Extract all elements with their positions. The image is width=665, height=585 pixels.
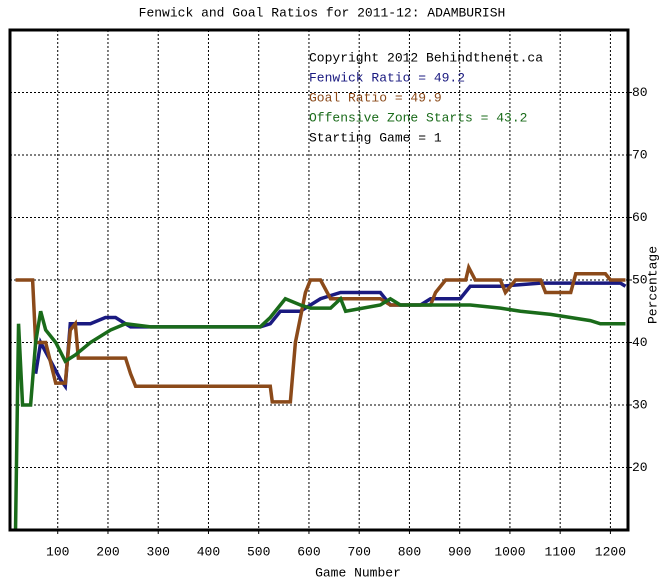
x-tick-label: 1200 xyxy=(595,544,626,559)
x-tick-label: 500 xyxy=(247,544,270,559)
x-tick-label: 800 xyxy=(398,544,421,559)
y-tick-label: 50 xyxy=(632,272,648,287)
plot-frame xyxy=(8,28,630,532)
x-tick-label: 700 xyxy=(347,544,370,559)
x-tick-label: 100 xyxy=(46,544,69,559)
y-tick-label: 80 xyxy=(632,85,648,100)
x-tick-label: 600 xyxy=(297,544,320,559)
x-tick-label: 400 xyxy=(197,544,220,559)
chart-title: Fenwick and Goal Ratios for 2011-12: ADA… xyxy=(139,5,506,20)
x-tick-label: 900 xyxy=(448,544,471,559)
y-tick-label: 30 xyxy=(632,397,648,412)
y-axis-label: Percentage xyxy=(645,246,660,324)
x-tick-label: 1100 xyxy=(545,544,576,559)
annotation: Offensive Zone Starts = 43.2 xyxy=(309,110,527,125)
y-tick-label: 20 xyxy=(632,460,648,475)
y-tick-label: 40 xyxy=(632,335,648,350)
annotation: Goal Ratio = 49.9 xyxy=(309,90,442,105)
series-line xyxy=(15,262,626,404)
x-tick-label: 300 xyxy=(147,544,170,559)
annotation: Copyright 2012 Behindthenet.ca xyxy=(309,50,543,65)
series-line xyxy=(13,295,626,531)
y-tick-label: 70 xyxy=(632,147,648,162)
x-axis-label: Game Number xyxy=(315,565,401,580)
x-tick-label: 200 xyxy=(96,544,119,559)
y-tick-label: 60 xyxy=(632,210,648,225)
annotation: Fenwick Ratio = 49.2 xyxy=(309,70,465,85)
x-tick-label: 1000 xyxy=(494,544,525,559)
annotation: Starting Game = 1 xyxy=(309,130,442,145)
